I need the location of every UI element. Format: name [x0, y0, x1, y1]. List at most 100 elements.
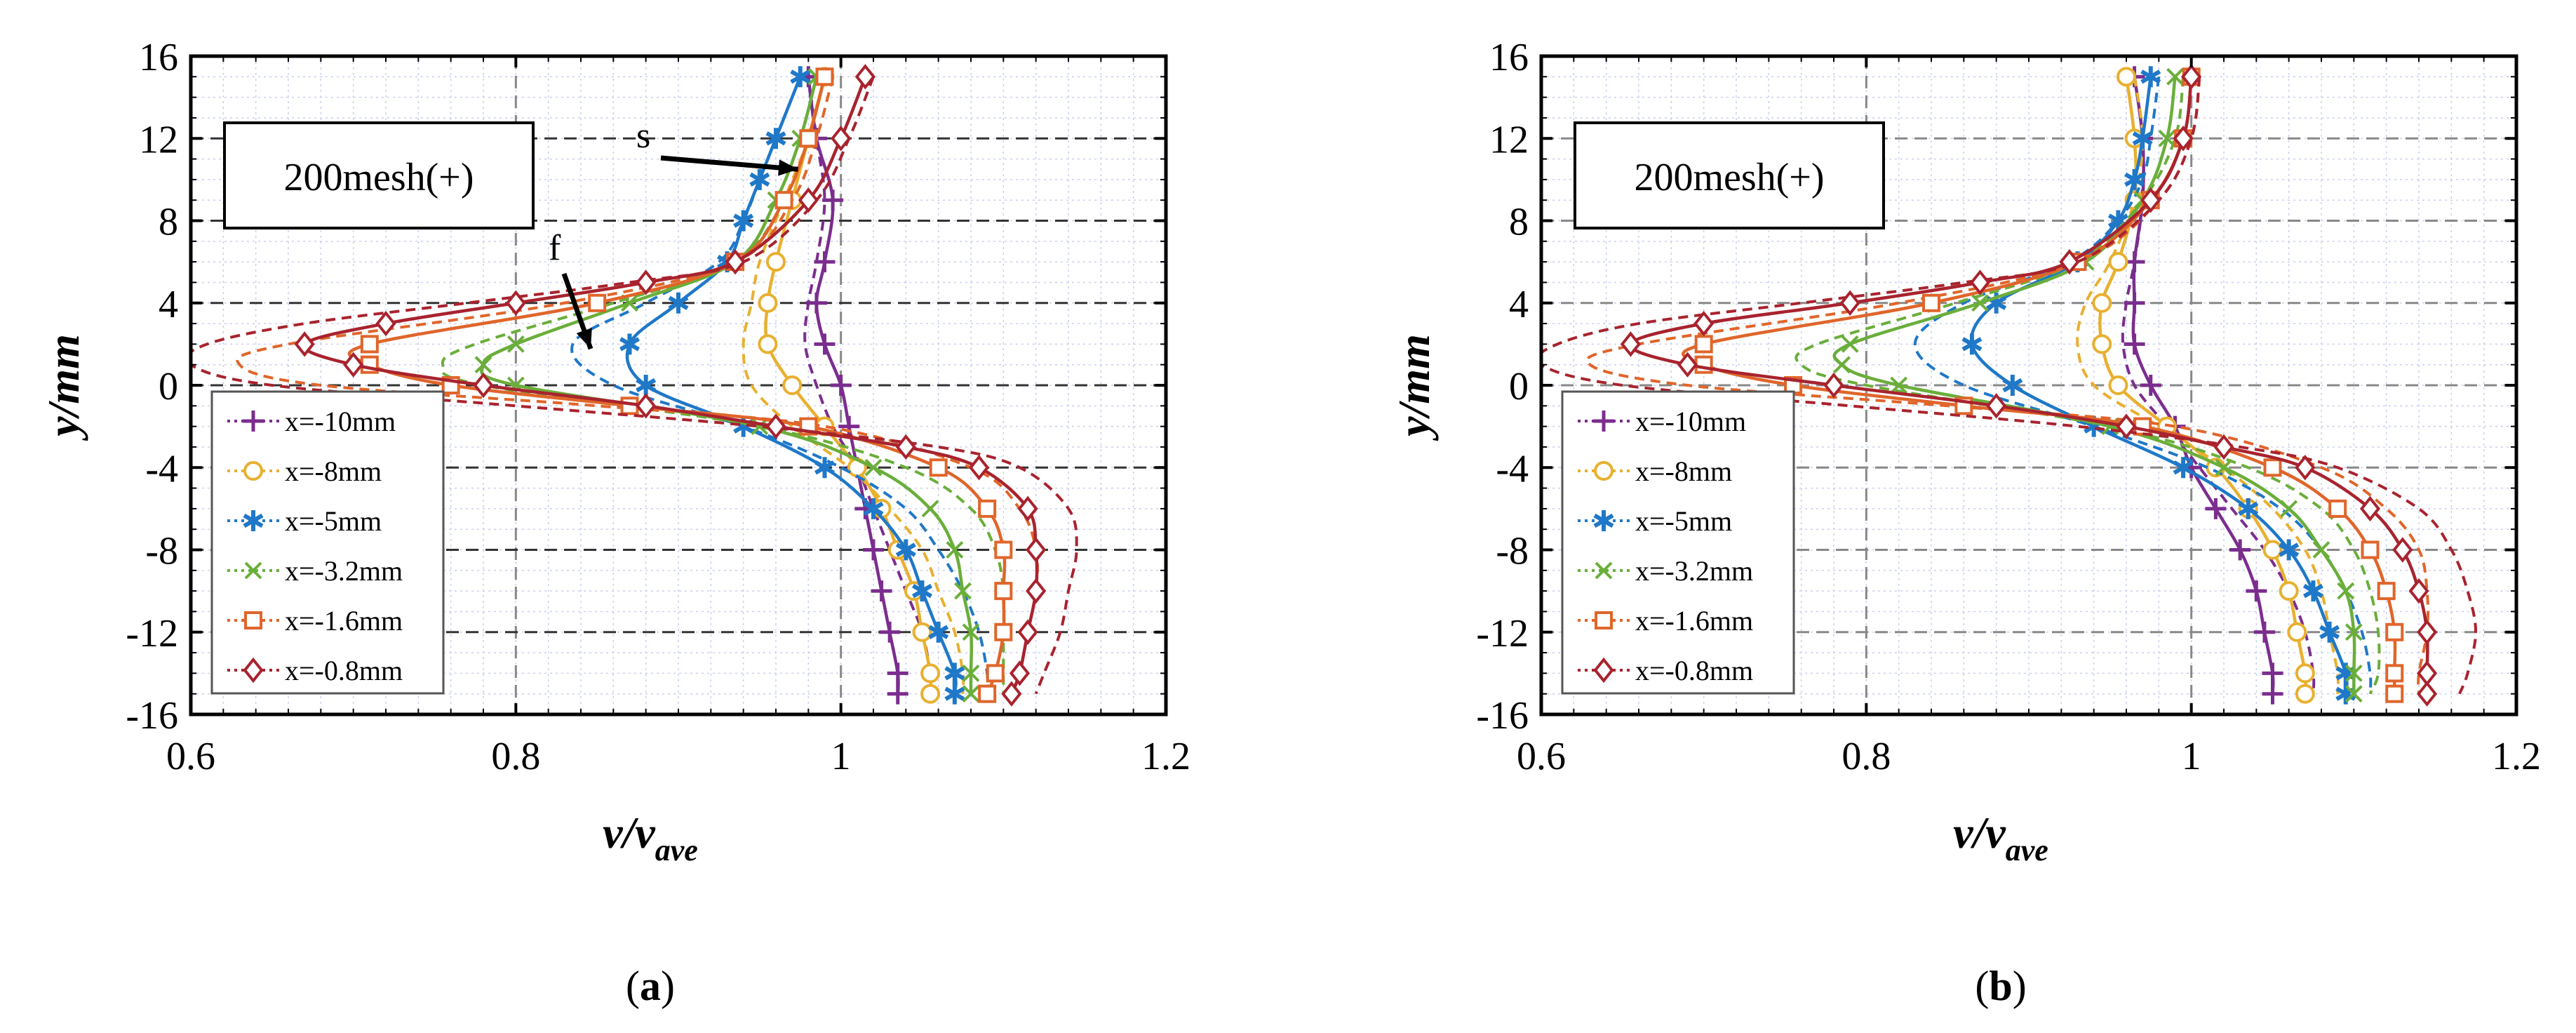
y-tick-label: -12 [126, 612, 178, 655]
x-tick-label: 1.2 [1141, 735, 1190, 778]
series-marker [2319, 625, 2340, 639]
series-marker [758, 334, 778, 354]
series-marker [1001, 681, 1022, 707]
series-marker [1693, 310, 1715, 337]
legend-marker [243, 657, 264, 684]
series-marker [507, 335, 525, 353]
chart-panel-a: 0.6 0.8 1 1.2 -16 -12 -8 -4 0 4 8 12 16 v/vave y/mm 200… [39, 36, 1190, 1009]
x-axis-title: v/vave [1953, 808, 2048, 867]
series-marker [2108, 252, 2128, 272]
y-tick-label: 12 [139, 118, 178, 161]
series-marker [2361, 540, 2380, 559]
legend-label: x=-5mm [1635, 505, 1732, 537]
series-marker [375, 310, 396, 337]
legend-label: x=-8mm [285, 455, 382, 487]
series-marker [2417, 681, 2438, 707]
series-marker [962, 664, 980, 682]
sample-label-box [1574, 121, 1885, 229]
x-tick-label: 0.6 [1517, 735, 1566, 778]
series-group [1541, 64, 2478, 707]
series-marker [2337, 582, 2355, 600]
x-tick-label: 1.2 [2492, 735, 2541, 778]
series-marker [2158, 129, 2176, 147]
series-marker [1823, 372, 1844, 399]
y-tick-label: 16 [139, 36, 178, 79]
x-tick-label: 1 [2182, 735, 2201, 778]
series-marker [2385, 622, 2404, 641]
series-marker [1833, 356, 1851, 374]
y-tick-label: 0 [1509, 365, 1529, 408]
series-marker [2140, 187, 2161, 213]
series-marker [782, 375, 803, 395]
y-tick-label: -8 [1496, 530, 1529, 573]
y-tick-label: 4 [1509, 283, 1529, 326]
series-marker [2215, 458, 2233, 476]
series-marker [2287, 622, 2307, 642]
series-marker [895, 434, 916, 460]
x-axis-title-subscript: ave [2006, 833, 2048, 867]
series-marker [774, 191, 793, 210]
x-tick-label: 1 [831, 735, 851, 778]
series-marker [588, 293, 607, 312]
series-marker [863, 501, 884, 516]
series-marker [2140, 69, 2161, 84]
series-marker [2344, 685, 2363, 703]
legend-marker [1594, 461, 1614, 481]
panel-label: (a) [626, 963, 675, 1009]
series-marker [2295, 455, 2316, 481]
legend-box [1561, 390, 1795, 695]
series-marker [473, 372, 494, 399]
legend-label: x=-0.8mm [285, 655, 403, 686]
y-tick-label: 8 [159, 201, 178, 244]
series-marker [864, 458, 883, 476]
series-marker [2173, 460, 2194, 475]
series-marker [751, 418, 769, 436]
series-marker [928, 625, 949, 639]
series-marker [2108, 375, 2128, 395]
y-tick-label: 8 [1509, 201, 1529, 244]
sample-label-box [223, 121, 535, 229]
series-marker [636, 378, 657, 393]
y-tick-label: -8 [145, 530, 178, 573]
series-marker [733, 213, 754, 228]
panel-label-part: b [1989, 963, 2012, 1009]
legend-label: x=-1.6mm [285, 605, 403, 637]
legend-label: x=-3.2mm [1635, 555, 1753, 587]
series-marker [1620, 331, 1641, 357]
legend-label: x=-8mm [1635, 455, 1732, 487]
series-marker [1694, 335, 1713, 354]
legend-marker [1593, 657, 1614, 684]
legend-marker [1595, 611, 1613, 629]
series-marker [505, 290, 526, 316]
series-marker [962, 685, 980, 703]
series-marker [2002, 378, 2023, 393]
series-marker [474, 356, 492, 374]
series-marker [1677, 352, 1698, 378]
series-marker [1971, 294, 1989, 312]
series-marker [895, 542, 916, 557]
series-marker [2117, 67, 2136, 87]
series-marker [2213, 434, 2234, 460]
series-marker [2385, 684, 2404, 703]
series-marker [969, 455, 990, 481]
series-x=-0.8mm [191, 64, 1078, 707]
series-marker [994, 540, 1013, 559]
series-marker [799, 129, 818, 148]
series-marker [2279, 542, 2300, 557]
x-axis-title-main: v/v [1953, 808, 2006, 858]
y-tick-label: 0 [159, 365, 178, 408]
series-marker [1969, 269, 1991, 295]
y-tick-label: 4 [159, 283, 178, 326]
series-marker [668, 295, 689, 310]
series-marker [2124, 172, 2145, 187]
series-marker [920, 684, 941, 704]
series-marker [1961, 337, 1983, 352]
series-marker [1017, 619, 1038, 645]
series-marker [766, 252, 786, 272]
panel-label-part: a [640, 963, 661, 1009]
series-marker [814, 460, 835, 475]
series-marker [2417, 619, 2438, 645]
legend-marker [243, 461, 263, 481]
legend: x=-10mm x=-8mm x=-5mm x=-3.2mm x=-1.6mm x=-0.… [210, 390, 445, 695]
